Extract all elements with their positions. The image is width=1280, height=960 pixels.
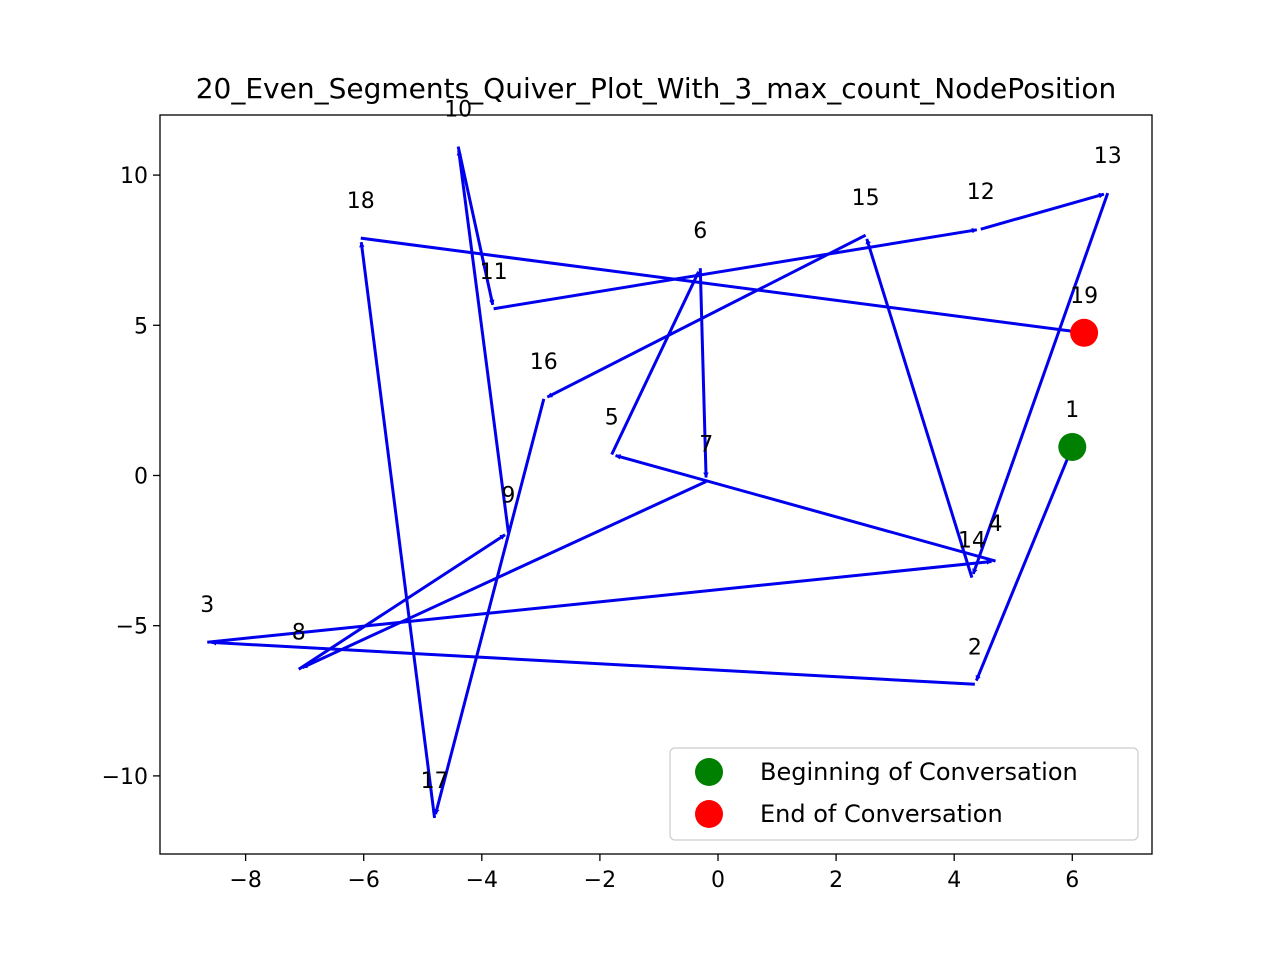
quiver-arrow-13-to-14 <box>971 192 1110 575</box>
legend-label: Beginning of Conversation <box>760 758 1078 786</box>
x-tick-label: 4 <box>947 868 961 893</box>
quiver-arrow-11-to-12 <box>493 227 978 311</box>
x-tick-label: 6 <box>1065 868 1079 893</box>
x-tick-label: −6 <box>347 868 379 893</box>
node-label-11: 11 <box>480 260 508 285</box>
start-marker <box>1058 432 1087 461</box>
quiver-arrow-18-to-19 <box>360 236 1081 335</box>
quiver-arrow-10-to-11 <box>456 146 495 306</box>
y-tick-label: 5 <box>134 314 148 339</box>
node-label-8: 8 <box>292 620 306 645</box>
quiver-arrow-15-to-16 <box>546 233 867 399</box>
node-label-10: 10 <box>444 98 472 123</box>
y-tick-label: 10 <box>120 164 148 189</box>
x-tick-label: −4 <box>466 868 498 893</box>
y-tick-label: −10 <box>102 765 148 790</box>
end-marker <box>1070 318 1099 347</box>
legend-label: End of Conversation <box>760 800 1003 828</box>
node-label-4: 4 <box>989 512 1003 537</box>
legend-box <box>669 747 1139 841</box>
node-label-13: 13 <box>1094 144 1122 169</box>
x-tick-label: −2 <box>584 868 616 893</box>
node-label-9: 9 <box>501 484 515 509</box>
node-label-1: 1 <box>1065 398 1079 423</box>
node-label-3: 3 <box>200 593 214 618</box>
legend-marker <box>695 800 723 828</box>
node-label-5: 5 <box>605 405 619 430</box>
y-tick-label: −5 <box>116 615 148 640</box>
x-tick-label: −8 <box>229 868 261 893</box>
node-label-15: 15 <box>852 186 880 211</box>
quiver-arrow-12-to-13 <box>980 192 1105 231</box>
quiver-arrow-5-to-6 <box>610 271 700 456</box>
quiver-arrow-6-to-7 <box>698 268 709 479</box>
node-label-16: 16 <box>530 350 558 375</box>
legend: Beginning of Conversation End of Conversa… <box>669 747 1139 841</box>
quiver-arrow-14-to-15 <box>865 238 974 579</box>
node-label-2: 2 <box>968 635 982 660</box>
node-label-6: 6 <box>693 219 707 244</box>
quiver-arrow-9-to-10 <box>456 149 510 533</box>
quiver-arrow-16-to-17 <box>434 398 546 815</box>
quiver-arrow-1-to-2 <box>974 446 1074 682</box>
node-label-18: 18 <box>347 189 375 214</box>
axes-layer: −8 −6 −4 −2 0 2 4 6 −10 −5 0 5 10 <box>102 114 1153 893</box>
quiver-arrow-7-to-8 <box>301 480 707 669</box>
plot-frame <box>159 114 1153 855</box>
x-tick-label: 0 <box>711 868 725 893</box>
quiver-arrow-8-to-9 <box>297 533 506 671</box>
quiver-arrow-3-to-4 <box>207 559 993 644</box>
quiver-arrow-17-to-18 <box>359 241 437 819</box>
y-tick-label: 0 <box>134 464 148 489</box>
node-label-12: 12 <box>967 180 995 205</box>
marker-layer <box>1058 318 1099 461</box>
node-label-14: 14 <box>958 529 986 554</box>
legend-marker <box>695 758 723 786</box>
node-label-7: 7 <box>699 432 713 457</box>
node-label-17: 17 <box>421 769 449 794</box>
chart-title: 20_Even_Segments_Quiver_Plot_With_3_max_… <box>196 72 1117 105</box>
quiver-arrow-4-to-5 <box>615 454 996 563</box>
node-label-19: 19 <box>1070 284 1098 309</box>
arrow-layer <box>207 146 1110 819</box>
x-tick-label: 2 <box>829 868 843 893</box>
